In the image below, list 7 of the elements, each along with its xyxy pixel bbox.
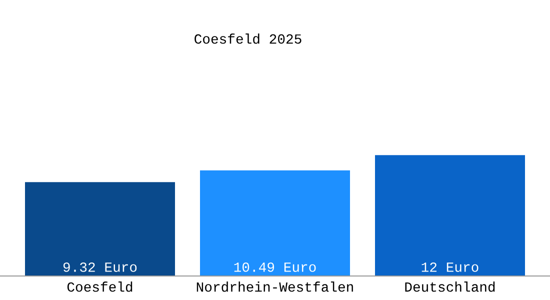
x-tick-label: Deutschland	[405, 282, 495, 292]
data-label: 9.32 Euro	[63, 262, 137, 272]
x-tick-label: Nordrhein-Westfalen	[196, 282, 353, 292]
data-label: 10.49 Euro	[234, 262, 316, 272]
chart-title: Coesfeld 2025	[194, 34, 302, 44]
x-tick-label: Coesfeld	[67, 282, 132, 292]
data-label: 12 Euro	[422, 262, 478, 272]
